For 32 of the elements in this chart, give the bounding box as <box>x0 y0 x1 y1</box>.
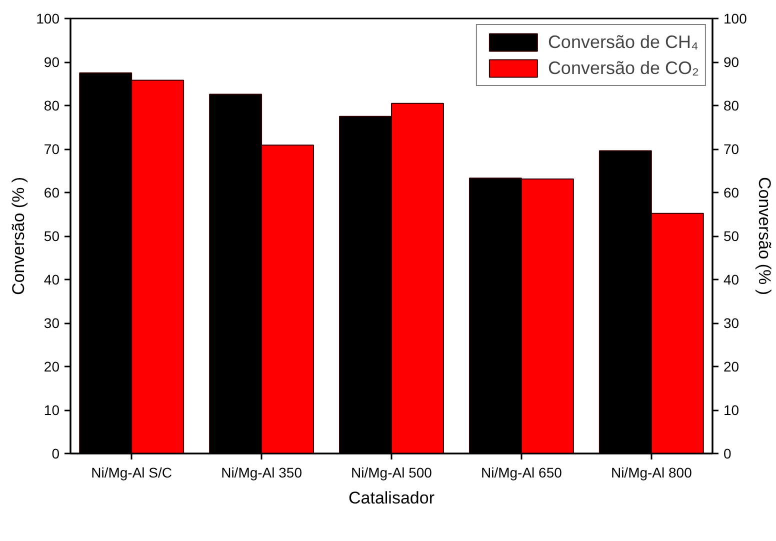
legend-label: Conversão de CO₂ <box>548 58 699 78</box>
y-tick-label: 20 <box>44 358 60 374</box>
y-tick-label: 90 <box>44 54 60 70</box>
y-tick-label: 100 <box>36 10 60 26</box>
y2-tick-label: 30 <box>724 315 740 331</box>
y2-tick-label: 40 <box>724 272 740 288</box>
x-tick-label: Ni/Mg-Al 800 <box>610 464 692 480</box>
y-tick-label: 80 <box>44 98 60 114</box>
x-tick-label: Ni/Mg-Al 350 <box>221 464 302 480</box>
y2-tick-label: 70 <box>724 141 740 157</box>
y2-tick-label: 0 <box>724 446 732 462</box>
y-tick-label: 0 <box>52 446 60 462</box>
y-tick-label: 40 <box>44 272 60 288</box>
y2-tick-label: 10 <box>724 402 740 418</box>
y-tick-label: 70 <box>44 141 60 157</box>
y2-tick-label: 60 <box>724 184 740 200</box>
y-tick-label: 30 <box>44 315 60 331</box>
y-tick-label: 50 <box>44 228 60 244</box>
x-tick-label: Ni/Mg-Al 500 <box>351 464 432 480</box>
y2-tick-label: 90 <box>724 54 740 70</box>
y2-axis-title: Conversão (% ) <box>754 176 774 296</box>
y2-tick-label: 50 <box>724 228 740 244</box>
legend-label: Conversão de CH₄ <box>548 32 698 52</box>
y2-tick-label: 100 <box>724 10 748 26</box>
x-tick-label: Ni/Mg-Al S/C <box>91 464 172 480</box>
x-axis-title: Catalisador <box>348 488 435 508</box>
y-tick-label: 10 <box>44 402 60 418</box>
y-tick-label: 60 <box>44 184 60 200</box>
x-tick-label: Ni/Mg-Al 650 <box>481 464 562 480</box>
y-axis-title: Conversão (% ) <box>9 176 28 296</box>
y2-tick-label: 80 <box>724 98 740 114</box>
y2-tick-label: 20 <box>724 358 740 374</box>
